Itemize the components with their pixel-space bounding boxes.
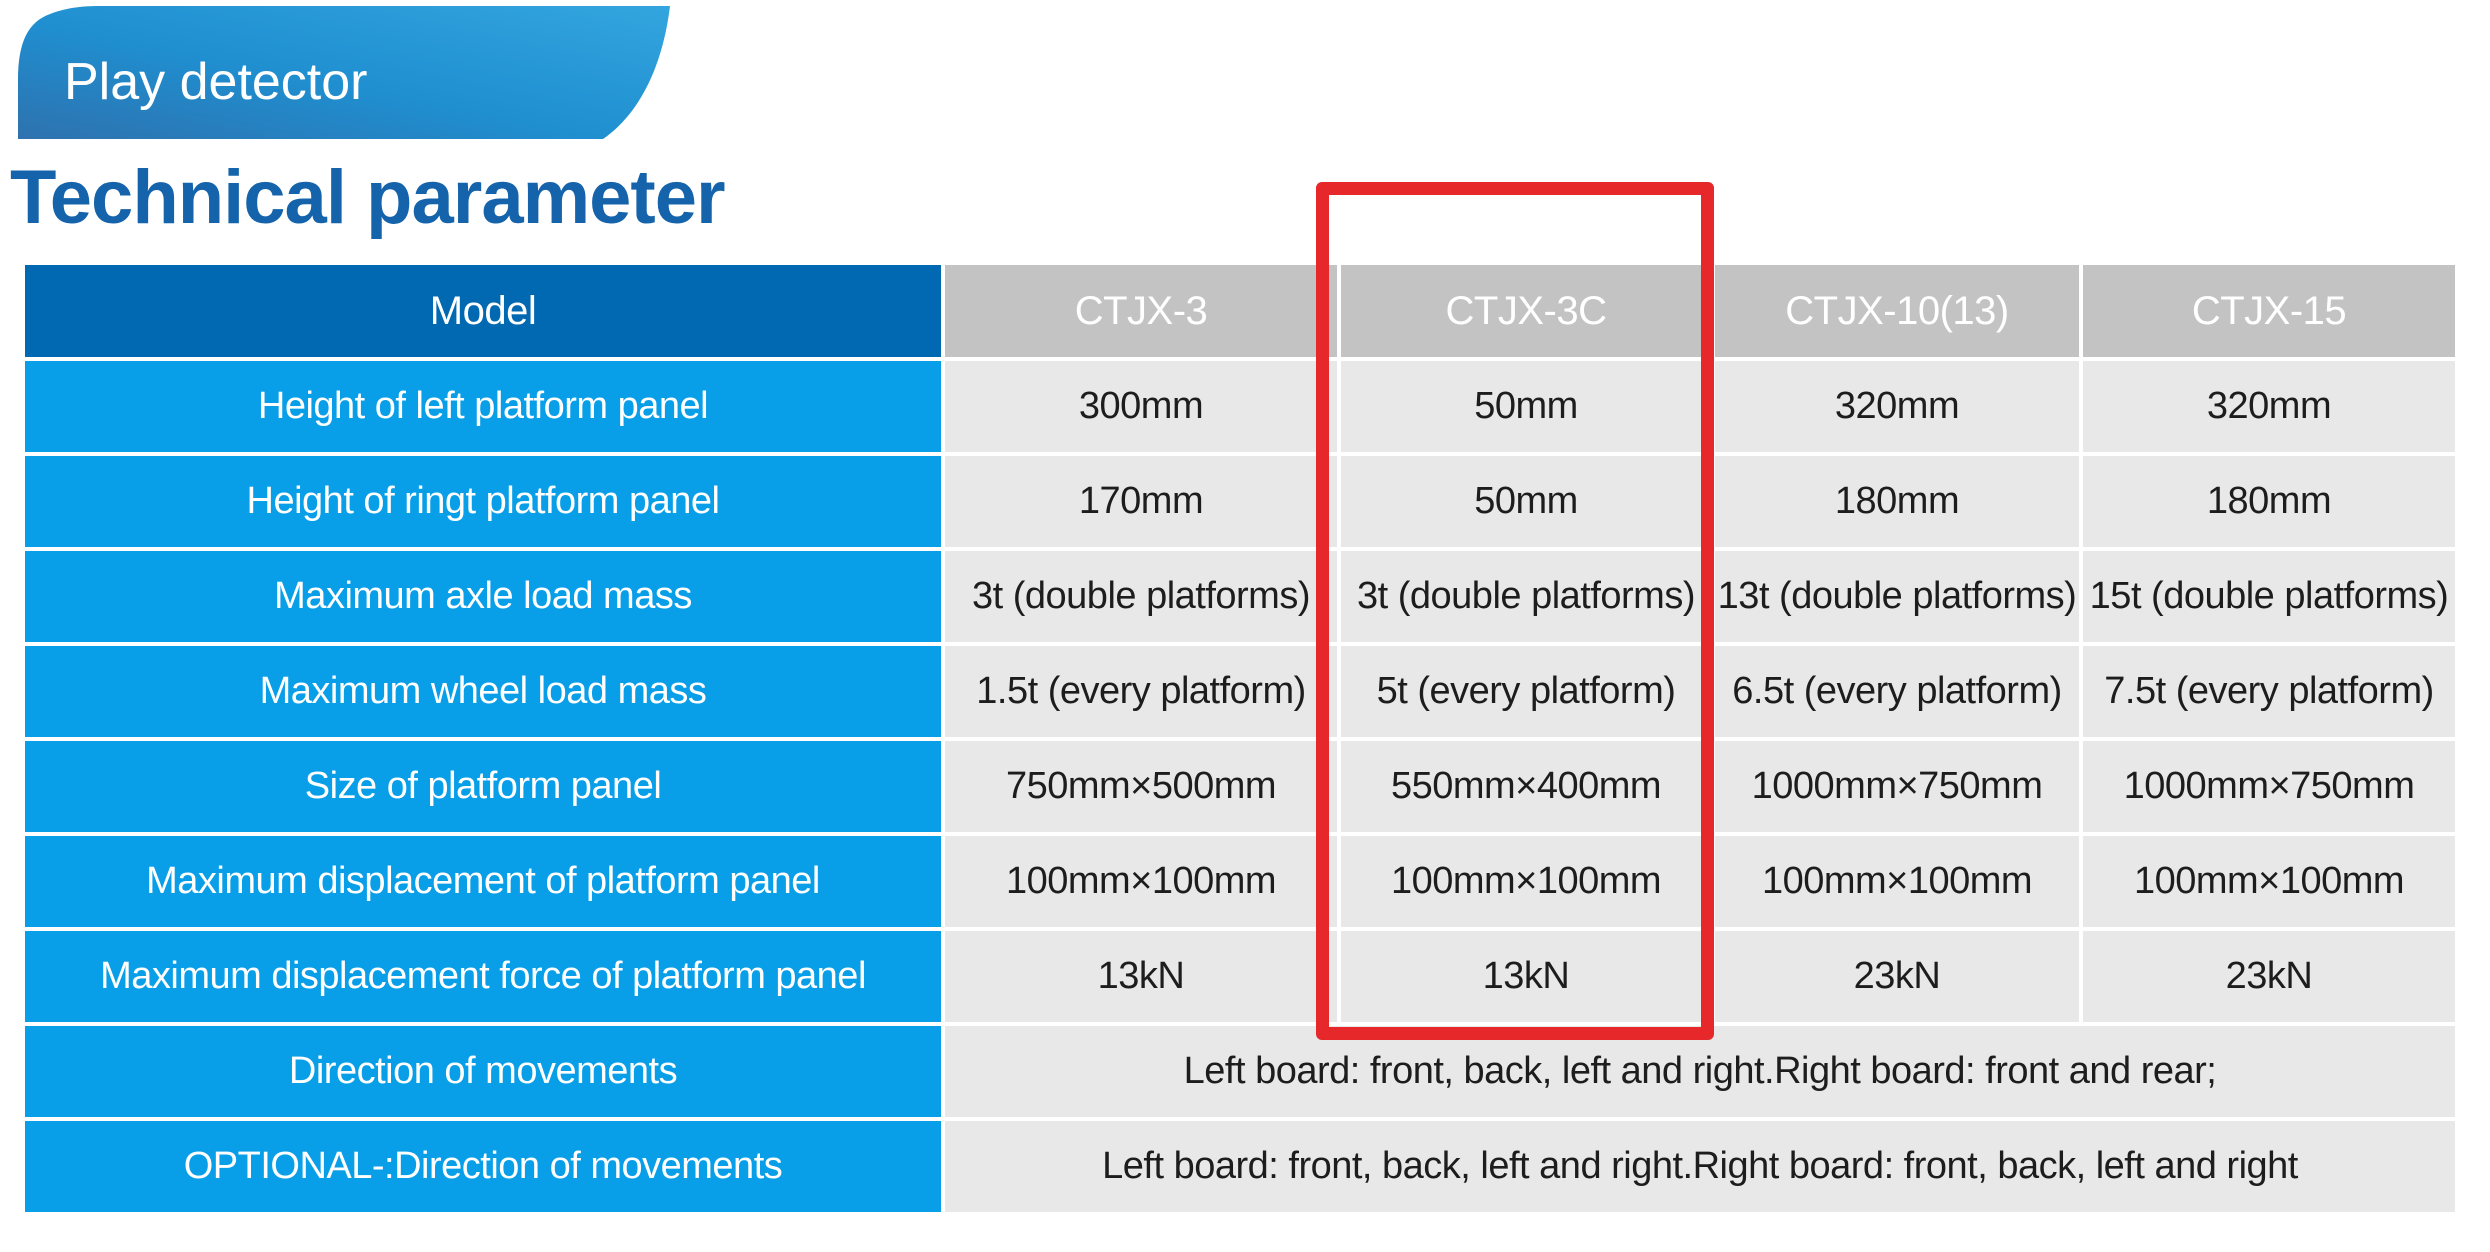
cell-value: 170mm <box>945 456 1337 547</box>
row-label: Maximum displacement force of platform p… <box>25 931 941 1022</box>
cell-value: 50mm <box>1341 361 1711 452</box>
merged-cell-value: Left board: front, back, left and right.… <box>945 1121 2455 1212</box>
cell-value: 1000mm×750mm <box>2083 741 2455 832</box>
cell-value: 100mm×100mm <box>1715 836 2079 927</box>
row-label: Height of ringt platform panel <box>25 456 941 547</box>
cell-value: 5t (every platform) <box>1341 646 1711 737</box>
row-label: Maximum displacement of platform panel <box>25 836 941 927</box>
product-badge-label: Play detector <box>64 53 368 111</box>
page-title: Technical parameter <box>10 155 726 240</box>
row-label: Maximum axle load mass <box>25 551 941 642</box>
cell-value: 3t (double platforms) <box>945 551 1337 642</box>
column-header-ctjx-3: CTJX-3 <box>945 265 1337 357</box>
column-header-ctjx-10-13: CTJX-10(13) <box>1715 265 2079 357</box>
cell-value: 23kN <box>2083 931 2455 1022</box>
cell-value: 100mm×100mm <box>1341 836 1711 927</box>
cell-value: 300mm <box>945 361 1337 452</box>
merged-cell-value: Left board: front, back, left and right.… <box>945 1026 2455 1117</box>
cell-value: 23kN <box>1715 931 2079 1022</box>
cell-value: 7.5t (every platform) <box>2083 646 2455 737</box>
cell-value: 13kN <box>945 931 1337 1022</box>
cell-value: 320mm <box>2083 361 2455 452</box>
cell-value: 15t (double platforms) <box>2083 551 2455 642</box>
cell-value: 13t (double platforms) <box>1715 551 2079 642</box>
column-header-ctjx-3c: CTJX-3C <box>1341 265 1711 357</box>
cell-value: 320mm <box>1715 361 2079 452</box>
column-header-ctjx-15: CTJX-15 <box>2083 265 2455 357</box>
cell-value: 100mm×100mm <box>945 836 1337 927</box>
cell-value: 180mm <box>2083 456 2455 547</box>
row-label: OPTIONAL-:Direction of movements <box>25 1121 941 1212</box>
row-label: Maximum wheel load mass <box>25 646 941 737</box>
cell-value: 50mm <box>1341 456 1711 547</box>
technical-parameter-table: Model CTJX-3 CTJX-3C CTJX-10(13) CTJX-15… <box>25 265 2455 1212</box>
cell-value: 750mm×500mm <box>945 741 1337 832</box>
cell-value: 1000mm×750mm <box>1715 741 2079 832</box>
row-label: Size of platform panel <box>25 741 941 832</box>
cell-value: 180mm <box>1715 456 2079 547</box>
cell-value: 100mm×100mm <box>2083 836 2455 927</box>
cell-value: 3t (double platforms) <box>1341 551 1711 642</box>
ribbon-shape-graphic <box>18 6 670 139</box>
row-label: Direction of movements <box>25 1026 941 1117</box>
cell-value: 1.5t (every platform) <box>945 646 1337 737</box>
product-badge: Play detector <box>18 6 670 139</box>
cell-value: 6.5t (every platform) <box>1715 646 2079 737</box>
table-model-header: Model <box>25 265 941 357</box>
row-label: Height of left platform panel <box>25 361 941 452</box>
cell-value: 550mm×400mm <box>1341 741 1711 832</box>
cell-value: 13kN <box>1341 931 1711 1022</box>
